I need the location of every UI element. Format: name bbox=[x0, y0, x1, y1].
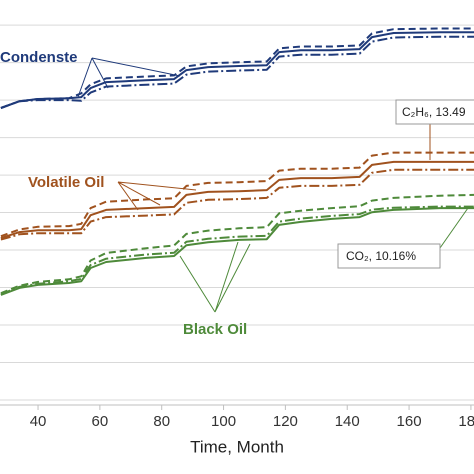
annotation-box bbox=[337, 243, 441, 269]
grid bbox=[0, 24, 474, 401]
series-line bbox=[0, 205, 474, 296]
series-line bbox=[0, 35, 474, 109]
series-line bbox=[0, 151, 474, 238]
annotation: C₂H₆, 13.49 bbox=[402, 105, 466, 119]
annotation-box bbox=[395, 99, 474, 125]
x-tick-label: 160 bbox=[397, 413, 422, 430]
lines bbox=[0, 27, 474, 296]
series-line bbox=[0, 168, 474, 241]
x-tick-label: 140 bbox=[335, 413, 360, 430]
annotation: Volatile Oil bbox=[28, 174, 104, 191]
series-line bbox=[0, 193, 474, 295]
series-line bbox=[0, 31, 474, 109]
x-tick-label: 60 bbox=[92, 413, 109, 430]
annotation: CO₂, 10.16% bbox=[346, 249, 416, 263]
x-axis-label: Time, Month bbox=[190, 437, 284, 456]
series-line bbox=[0, 207, 474, 296]
x-tick-label: 120 bbox=[273, 413, 298, 430]
annotation: Black Oil bbox=[183, 321, 247, 338]
leaders bbox=[77, 57, 469, 313]
x-tick-label: 100 bbox=[211, 413, 236, 430]
x-tick-label: 40 bbox=[30, 413, 47, 430]
series-line bbox=[0, 160, 474, 240]
x-tick-label: 180 bbox=[458, 413, 474, 430]
series-line bbox=[0, 27, 474, 109]
x-tick-label: 80 bbox=[153, 413, 170, 430]
annotation: Condenste bbox=[0, 49, 78, 66]
